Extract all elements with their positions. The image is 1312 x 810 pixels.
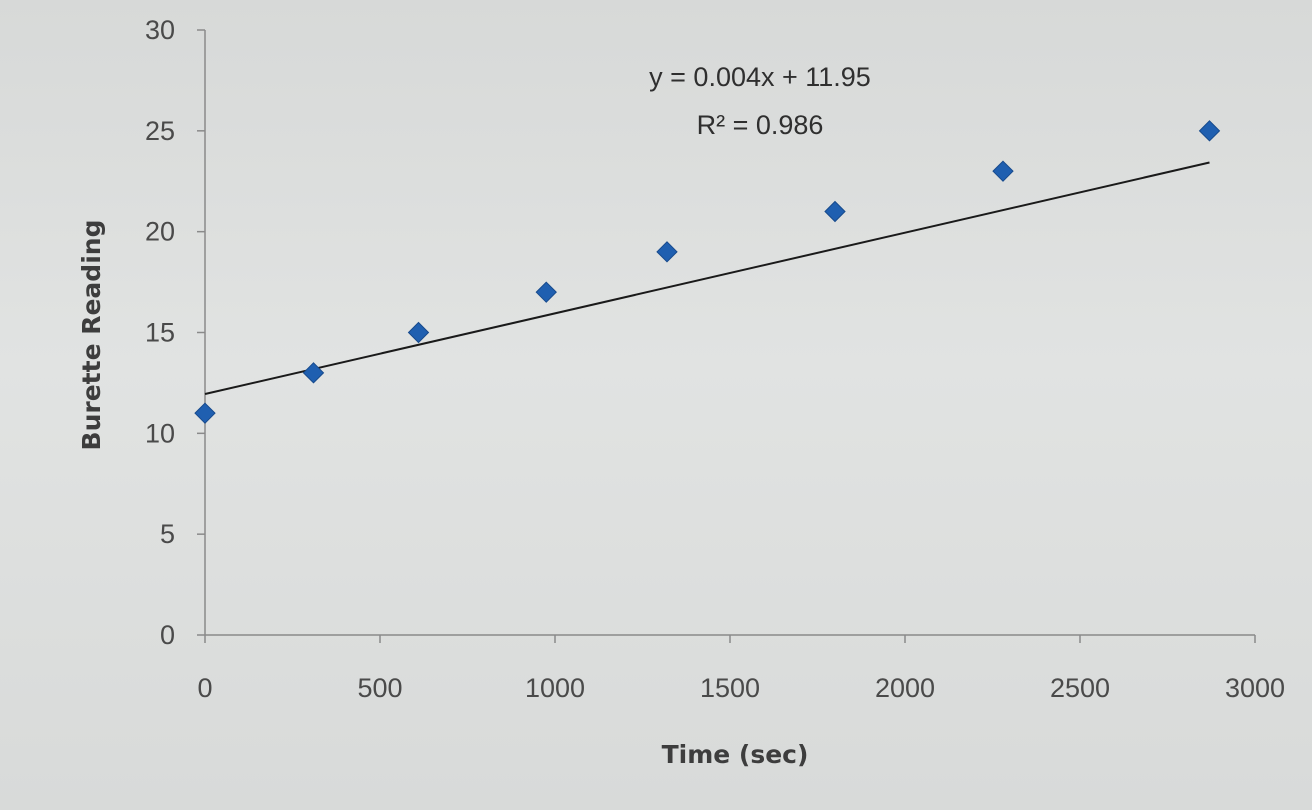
trendline-r-squared: R² = 0.986 xyxy=(697,110,824,140)
y-tick-label: 5 xyxy=(160,519,175,549)
trendline-equation: y = 0.004x + 11.95 xyxy=(649,62,871,92)
x-tick-label: 1000 xyxy=(525,673,585,703)
y-tick-label: 10 xyxy=(145,418,175,448)
x-tick-label: 3000 xyxy=(1225,673,1285,703)
axes xyxy=(197,29,1256,643)
trendline xyxy=(204,161,1210,395)
x-tick-label: 2500 xyxy=(1050,673,1110,703)
data-point xyxy=(992,160,1014,182)
x-tick-label: 500 xyxy=(357,673,402,703)
trendline-group xyxy=(204,161,1210,395)
data-point xyxy=(656,241,678,263)
x-tick-label: 2000 xyxy=(875,673,935,703)
data-point xyxy=(535,281,557,303)
y-tick-label: 20 xyxy=(145,217,175,247)
tick-labels: 0 5 10 15 20 25 30 0 500 1000 1500 2000 2500 3000 xyxy=(145,15,1285,703)
data-point xyxy=(824,200,846,223)
data-points xyxy=(194,120,1221,424)
x-axis-title: Time (sec) xyxy=(662,740,809,769)
y-tick-label: 0 xyxy=(160,620,175,650)
y-tick-label: 25 xyxy=(145,116,175,146)
data-point xyxy=(407,321,430,344)
data-point xyxy=(194,402,216,424)
x-tick-label: 0 xyxy=(197,673,212,703)
y-axis-title: Burette Reading xyxy=(77,220,106,451)
data-point xyxy=(302,362,325,384)
y-tick-label: 15 xyxy=(145,318,175,348)
y-tick-label: 30 xyxy=(145,15,175,45)
x-tick-label: 1500 xyxy=(700,673,760,703)
data-point xyxy=(1198,120,1221,142)
